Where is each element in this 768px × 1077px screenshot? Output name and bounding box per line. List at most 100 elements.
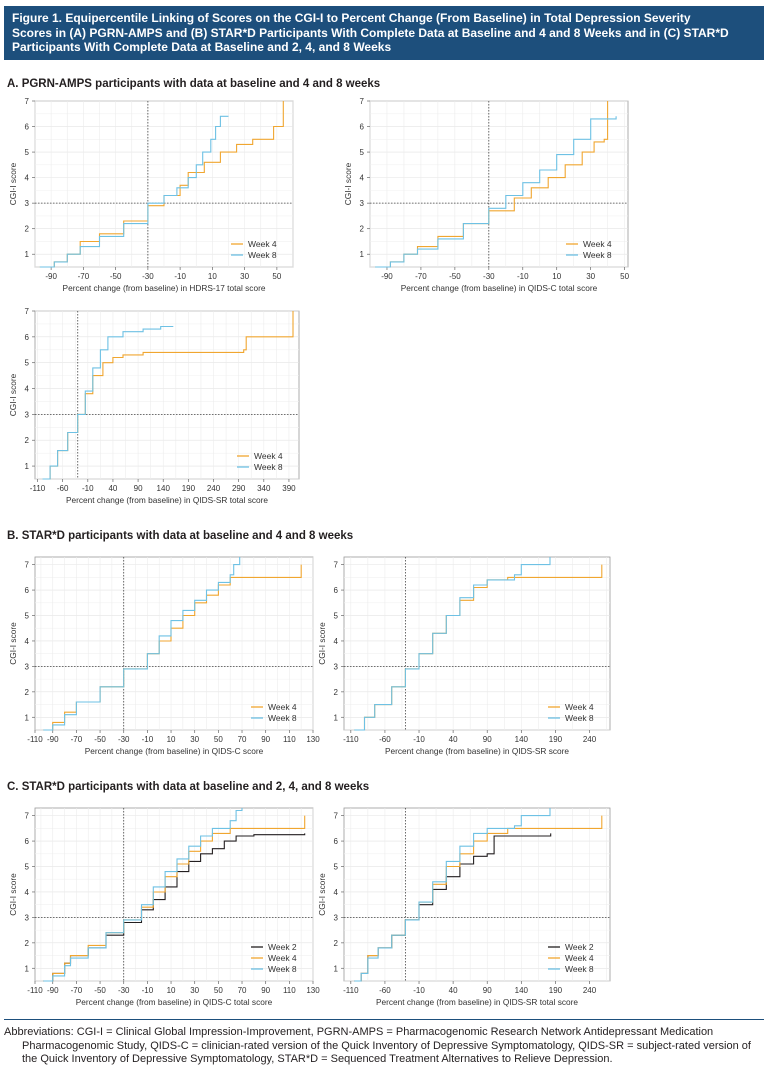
legend-label: Week 8 [268,964,297,974]
y-tick-label: 2 [334,688,339,697]
series-line-week-8 [43,557,241,731]
x-tick-label: 110 [283,735,296,744]
y-tick-label: 2 [25,436,30,445]
y-tick-label: 7 [25,97,30,106]
legend-label: Week 4 [248,239,277,249]
x-tick-label: 30 [190,986,199,995]
section-c-title: C. STAR*D participants with data at base… [7,781,370,793]
figure-title-line: Scores in (A) PGRN-AMPS and (B) STAR*D P… [12,25,729,40]
x-tick-label: 50 [620,272,629,281]
y-tick-label: 1 [334,964,339,973]
series-line-week-8 [354,557,551,731]
legend-label: Week 4 [268,702,297,712]
y-axis-label: CGI-I score [343,162,353,205]
x-tick-label: -10 [413,986,425,995]
figure-title-line: Participants With Complete Data at Basel… [12,40,392,54]
chart-b2: 1 2 3 4 5 6 7 -110 -60 -10 40 90 140 190 240 Week 4Week… [317,556,611,756]
x-tick-label: -30 [118,735,130,744]
y-tick-label: 1 [25,462,30,471]
legend-label: Week 8 [248,250,277,260]
x-tick-label: -10 [142,735,154,744]
x-tick-label: -60 [379,735,391,744]
x-tick-label: 50 [272,272,281,281]
x-axis-label: Percent change (from baseline) in QIDS-C… [85,746,264,756]
x-tick-label: 90 [134,484,143,493]
y-tick-label: 3 [334,662,339,671]
section-a-title: A. PGRN-AMPS participants with data at b… [7,78,381,90]
y-tick-label: 7 [334,812,339,821]
y-tick-label: 5 [25,148,30,157]
x-tick-label: -60 [379,986,391,995]
plot-frame [369,100,629,268]
x-tick-label: 140 [515,735,529,744]
x-tick-label: 90 [483,986,492,995]
x-tick-label: 50 [214,735,223,744]
y-tick-label: 6 [25,123,30,132]
y-tick-label: 4 [25,637,30,646]
x-tick-label: 90 [261,735,270,744]
x-tick-label: 140 [515,986,529,995]
x-tick-label: 190 [549,735,563,744]
y-tick-label: 6 [334,586,339,595]
x-tick-label: 40 [449,735,458,744]
x-tick-label: -110 [343,735,359,744]
y-tick-label: 5 [334,612,339,621]
y-tick-label: 7 [25,307,30,316]
series-line-week-8 [375,116,617,268]
x-axis-label: Percent change (from baseline) in QIDS-S… [66,495,268,505]
y-tick-label: 3 [360,199,365,208]
x-tick-label: 130 [306,735,320,744]
y-tick-label: 6 [25,837,30,846]
y-tick-label: 4 [334,637,339,646]
x-tick-label: 10 [167,986,176,995]
y-tick-label: 6 [25,333,30,342]
x-tick-label: 40 [449,986,458,995]
legend-label: Week 8 [583,250,612,260]
y-tick-label: 4 [25,888,30,897]
x-tick-label: -10 [142,986,154,995]
chart-b1: 1 2 3 4 5 6 7 -110 -90 -70 -50 -30 -10 10 30 50 70 90 110 1… [8,556,320,756]
y-tick-label: 5 [334,863,339,872]
x-tick-label: -70 [71,986,83,995]
x-tick-label: -70 [78,272,90,281]
x-tick-label: -110 [343,986,359,995]
y-tick-label: 5 [25,863,30,872]
x-tick-label: 190 [182,484,196,493]
plot-frame [343,556,611,731]
series-line-week-8 [43,808,243,982]
x-tick-label: -30 [142,272,154,281]
x-tick-label: -30 [483,272,495,281]
x-tick-label: -90 [381,272,393,281]
y-tick-label: 2 [25,688,30,697]
x-tick-label: -10 [413,735,425,744]
y-tick-label: 1 [360,250,365,259]
footnote-text: Abbreviations: CGI-I = Clinical Global I… [4,1026,751,1065]
y-tick-label: 2 [334,939,339,948]
x-tick-label: -90 [47,735,59,744]
legend-label: Week 8 [565,713,594,723]
y-tick-label: 3 [25,199,30,208]
y-axis-label: CGI-I score [317,622,327,665]
x-tick-label: -110 [27,735,43,744]
x-tick-label: 140 [157,484,171,493]
x-tick-label: -50 [449,272,461,281]
y-axis-label: CGI-I score [317,873,327,916]
x-tick-label: 130 [306,986,320,995]
y-axis-label: CGI-I score [8,622,18,665]
legend-label: Week 8 [268,713,297,723]
y-tick-label: 7 [360,97,365,106]
y-axis-label: CGI-I score [8,873,18,916]
series-line-week-8 [42,325,174,480]
x-tick-label: 50 [214,986,223,995]
x-tick-label: -10 [174,272,186,281]
y-tick-label: 7 [25,812,30,821]
y-tick-label: 6 [25,586,30,595]
x-tick-label: -50 [110,272,122,281]
legend-label: Week 8 [565,964,594,974]
x-tick-label: -60 [57,484,69,493]
x-tick-label: 90 [483,735,492,744]
y-tick-label: 1 [25,250,30,259]
plot-frame [343,807,611,982]
